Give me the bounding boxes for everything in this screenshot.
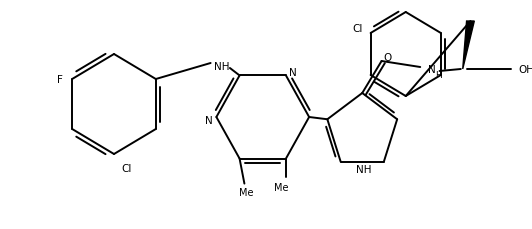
Text: Me: Me: [274, 182, 288, 192]
Text: NH: NH: [214, 62, 230, 72]
Text: H: H: [435, 70, 442, 79]
Text: O: O: [383, 53, 392, 63]
Text: N: N: [289, 68, 296, 78]
Text: NH: NH: [356, 164, 372, 174]
Text: Me: Me: [239, 187, 254, 197]
Text: N: N: [428, 65, 436, 75]
Text: Cl: Cl: [352, 24, 362, 34]
Polygon shape: [463, 22, 475, 70]
Text: F: F: [57, 75, 63, 85]
Text: N: N: [205, 115, 213, 125]
Text: OH: OH: [519, 65, 532, 75]
Text: Cl: Cl: [122, 163, 132, 173]
